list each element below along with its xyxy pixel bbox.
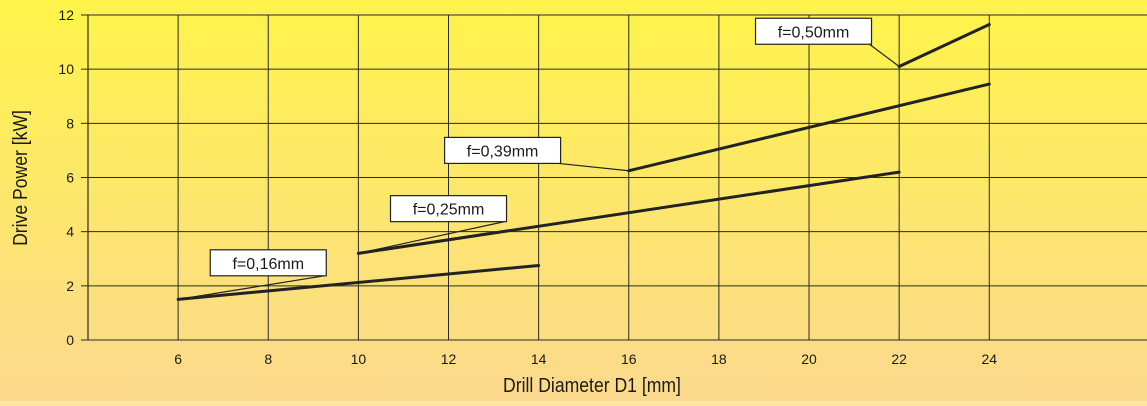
x-tick-label: 10 (351, 351, 367, 367)
y-tick-label: 10 (58, 61, 74, 77)
x-tick-label: 12 (441, 351, 457, 367)
x-tick-label: 16 (621, 351, 637, 367)
series-label-leader (178, 275, 325, 300)
y-tick-label: 6 (66, 170, 74, 186)
series-line-1 (176, 264, 541, 301)
series-line-3 (627, 82, 991, 173)
y-tick-label: 12 (58, 7, 74, 23)
x-tick-label: 8 (264, 351, 272, 367)
series-line-2 (356, 170, 901, 255)
y-axis-title: Drive Power [kW] (9, 110, 31, 246)
x-tick-label: 6 (174, 351, 182, 367)
series-label-box (389, 195, 508, 223)
series-label-text: f=0,39mm (467, 143, 539, 160)
x-tick-label: 22 (891, 351, 907, 367)
series-label-text: f=0,50mm (778, 24, 850, 41)
series-label-box (754, 17, 873, 45)
series-label-text: f=0,25mm (413, 202, 485, 219)
series-label-leader (869, 43, 900, 67)
x-tick-label: 20 (801, 351, 817, 367)
y-tick-labels: 0 2 4 6 8 10 12 (58, 7, 74, 348)
y-tick-label: 4 (66, 224, 74, 240)
series-label-leader (358, 221, 505, 254)
series-label-box (209, 249, 327, 277)
x-axis-title: Drill Diameter D1 [mm] (503, 374, 681, 396)
y-tick-label: 2 (66, 278, 74, 294)
series-line-4 (897, 22, 991, 68)
y-tick-label: 8 (66, 115, 74, 131)
x-tick-label: 18 (711, 351, 727, 367)
x-tick-label: 24 (981, 351, 997, 367)
series-label-text: f=0,16mm (232, 256, 304, 273)
y-tick-label: 0 (66, 332, 74, 348)
series-labels: f=0,16mm f=0,25mm f=0,39mm f=0,50mm (178, 17, 900, 300)
x-tick-labels: 6 8 10 12 14 16 18 20 22 24 (174, 351, 997, 367)
series-label-leader (558, 162, 629, 172)
series-label-box (443, 136, 562, 165)
series-lines (176, 22, 991, 301)
x-tick-label: 14 (531, 351, 547, 367)
